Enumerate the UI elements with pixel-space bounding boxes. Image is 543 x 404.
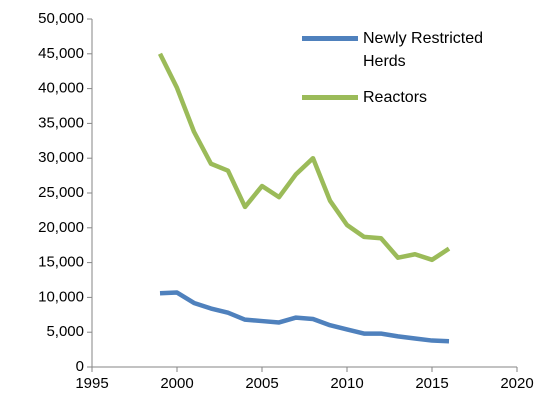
line-series xyxy=(157,52,451,263)
legend-swatch xyxy=(302,95,358,100)
y-tick-label: 20,000 xyxy=(38,219,84,236)
x-tick-label: 2010 xyxy=(330,375,363,392)
x-tick-label: 2015 xyxy=(415,375,448,392)
y-tick-label: 15,000 xyxy=(38,254,84,271)
x-tick-label: 1995 xyxy=(75,375,108,392)
y-tick-label: 35,000 xyxy=(38,114,84,131)
x-tick-label: 2000 xyxy=(160,375,193,392)
legend-item: Newly Restricted Herds xyxy=(302,27,513,73)
y-tick-label: 30,000 xyxy=(38,149,84,166)
x-tick-label: 2020 xyxy=(500,375,533,392)
legend-item: Reactors xyxy=(302,86,513,109)
line-series xyxy=(159,290,450,344)
y-tick-label: 45,000 xyxy=(38,45,84,62)
y-tick-label: 40,000 xyxy=(38,80,84,97)
y-tick-label: 5,000 xyxy=(46,323,84,340)
y-tick-label: 10,000 xyxy=(38,288,84,305)
y-tick-label: 25,000 xyxy=(38,184,84,201)
legend-label: Newly Restricted Herds xyxy=(363,30,484,70)
y-tick-label: 50,000 xyxy=(38,10,84,27)
legend-swatch xyxy=(302,36,358,41)
x-tick-label: 2005 xyxy=(245,375,278,392)
legend: Newly Restricted Herds Reactors xyxy=(302,27,513,122)
y-tick-label: 0 xyxy=(76,358,84,375)
legend-label: Reactors xyxy=(363,89,428,106)
